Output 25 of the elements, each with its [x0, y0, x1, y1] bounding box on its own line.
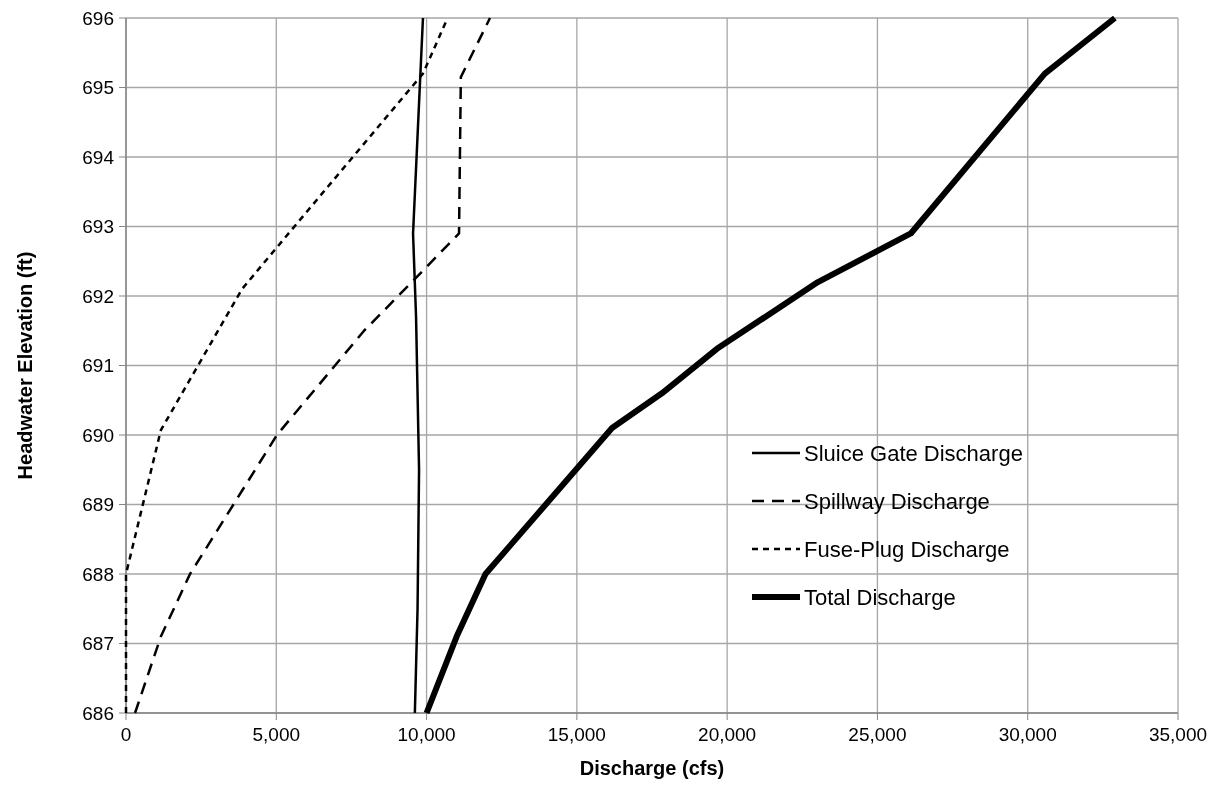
x-tick-label: 20,000 [698, 724, 757, 745]
x-tick-label: 5,000 [252, 724, 301, 745]
legend-label: Fuse-Plug Discharge [804, 536, 1010, 562]
y-tick-label: 696 [82, 7, 114, 29]
x-tick-label: 35,000 [1148, 724, 1208, 745]
y-tick-label: 690 [82, 424, 114, 446]
x-tick-label: 15,000 [547, 724, 606, 745]
y-tick-label: 688 [82, 563, 114, 585]
legend-label: Spillway Discharge [804, 488, 990, 514]
x-tick-label: 0 [120, 724, 132, 745]
legend-label: Total Discharge [804, 584, 956, 610]
x-tick-label: 10,000 [397, 724, 456, 745]
x-tick-label: 25,000 [848, 724, 907, 745]
y-tick-label: 692 [82, 285, 114, 307]
y-tick-label: 695 [82, 77, 114, 99]
y-tick-label: 689 [82, 494, 114, 516]
y-tick-label: 687 [82, 633, 114, 655]
y-tick-label: 691 [82, 355, 114, 377]
y-tick-label: 693 [82, 216, 114, 238]
y-axis-title: Headwater Elevation (ft) [14, 251, 36, 480]
y-tick-label: 686 [82, 702, 114, 724]
x-tick-label: 30,000 [998, 724, 1057, 745]
legend-label: Sluice Gate Discharge [804, 440, 1023, 466]
x-axis-title: Discharge (cfs) [579, 757, 725, 779]
y-tick-label: 694 [82, 146, 115, 168]
